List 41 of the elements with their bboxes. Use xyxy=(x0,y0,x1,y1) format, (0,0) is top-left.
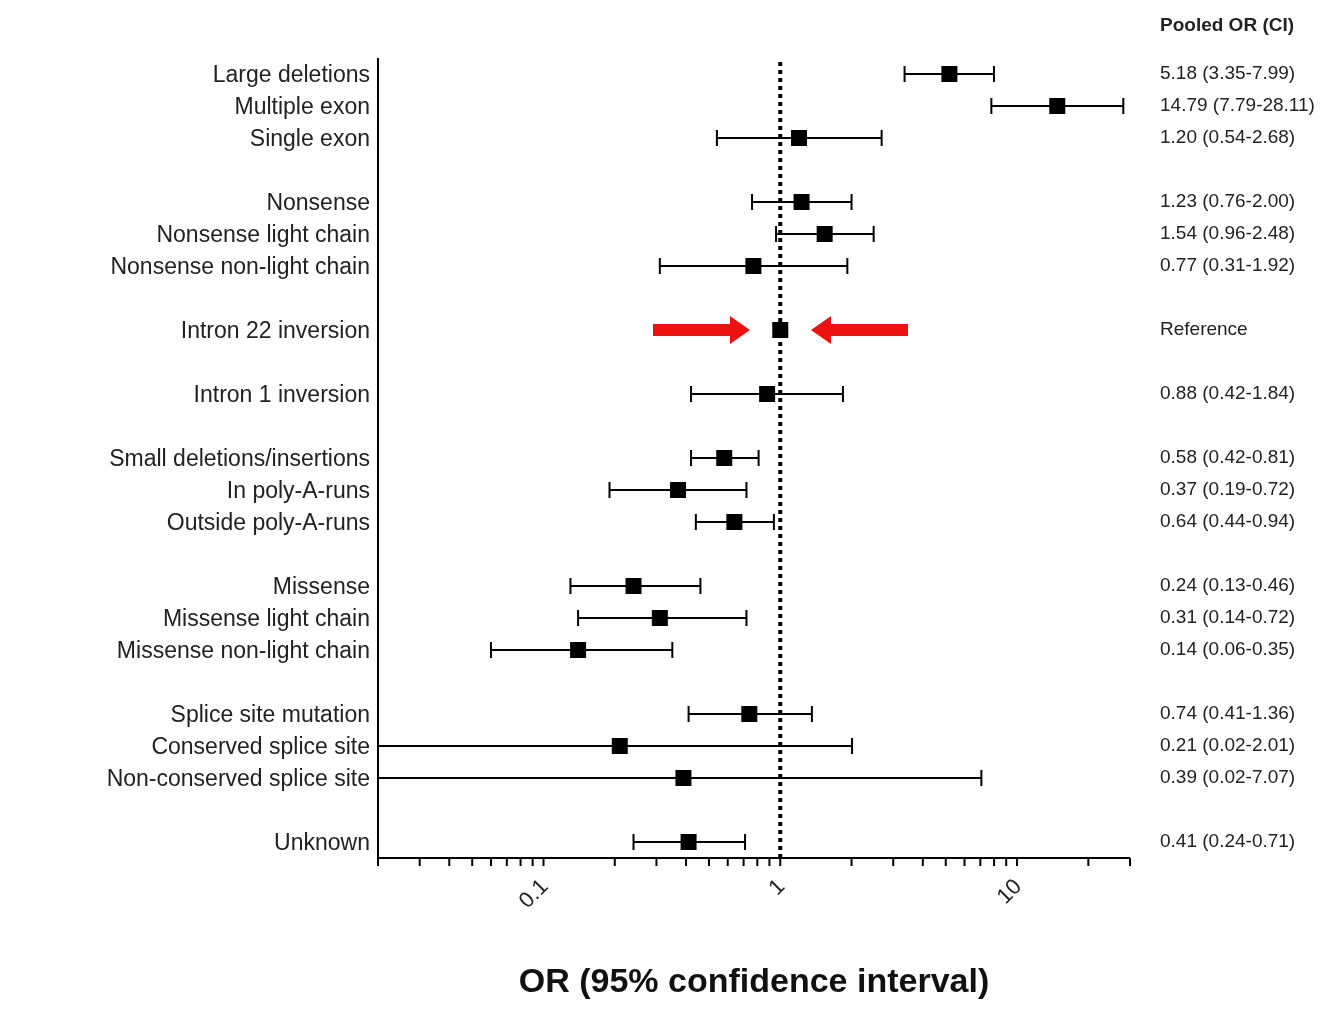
x-tick-label: 0.1 xyxy=(513,873,553,913)
y-tick-label: Multiple exon xyxy=(234,93,370,120)
y-tick-label: Large deletions xyxy=(212,61,370,88)
y-tick-label: Intron 22 inversion xyxy=(180,317,370,344)
y-tick-label: Intron 1 inversion xyxy=(193,381,370,408)
text: 1.20 (0.54-2.68) xyxy=(1160,126,1296,148)
x-tick-label: 10 xyxy=(991,873,1027,909)
y-tick-label: Nonsense xyxy=(266,189,370,216)
text: 0.31 (0.14-0.72) xyxy=(1160,606,1296,628)
y-tick-label: Splice site mutation xyxy=(170,701,370,728)
text: 0.37 (0.19-0.72) xyxy=(1160,478,1296,500)
y-tick-label: Small deletions/insertions xyxy=(109,445,370,472)
y-tick-label: Conserved splice site xyxy=(151,733,370,760)
text: 0.39 (0.02-7.07) xyxy=(1160,766,1296,788)
text: 5.18 (3.35-7.99) xyxy=(1160,62,1296,84)
y-tick-label: Nonsense light chain xyxy=(156,221,370,248)
text: 1.54 (0.96-2.48) xyxy=(1160,222,1296,244)
y-tick-label: Missense non-light chain xyxy=(116,637,370,664)
y-tick-label: Nonsense non-light chain xyxy=(110,253,370,280)
text: Pooled OR (CI) xyxy=(1160,14,1295,36)
text: 0.21 (0.02-2.01) xyxy=(1160,734,1296,756)
y-tick-label: Missense xyxy=(272,573,370,600)
text: 0.88 (0.42-1.84) xyxy=(1160,382,1296,404)
text: Reference xyxy=(1160,318,1248,340)
y-tick-label: Non-conserved splice site xyxy=(106,765,370,792)
x-tick-label: 1 xyxy=(763,873,790,900)
text: 0.24 (0.13-0.46) xyxy=(1160,574,1296,596)
y-tick-label: Missense light chain xyxy=(162,605,370,632)
y-tick-label: Outside poly-A-runs xyxy=(166,509,370,536)
text: 14.79 (7.79-28.11) xyxy=(1160,94,1315,116)
text: 0.64 (0.44-0.94) xyxy=(1160,510,1296,532)
x-axis-title: OR (95% confidence interval) xyxy=(518,961,990,999)
y-tick-label: In poly-A-runs xyxy=(226,477,370,504)
text: 0.77 (0.31-1.92) xyxy=(1160,254,1296,276)
text: 1.23 (0.76-2.00) xyxy=(1160,190,1296,212)
text: 0.74 (0.41-1.36) xyxy=(1160,702,1296,724)
text: 0.58 (0.42-0.81) xyxy=(1160,446,1296,468)
text: 0.14 (0.06-0.35) xyxy=(1160,638,1296,660)
text: 0.41 (0.24-0.71) xyxy=(1160,830,1296,852)
y-tick-label: Single exon xyxy=(249,125,370,152)
y-tick-label: Unknown xyxy=(274,829,370,856)
